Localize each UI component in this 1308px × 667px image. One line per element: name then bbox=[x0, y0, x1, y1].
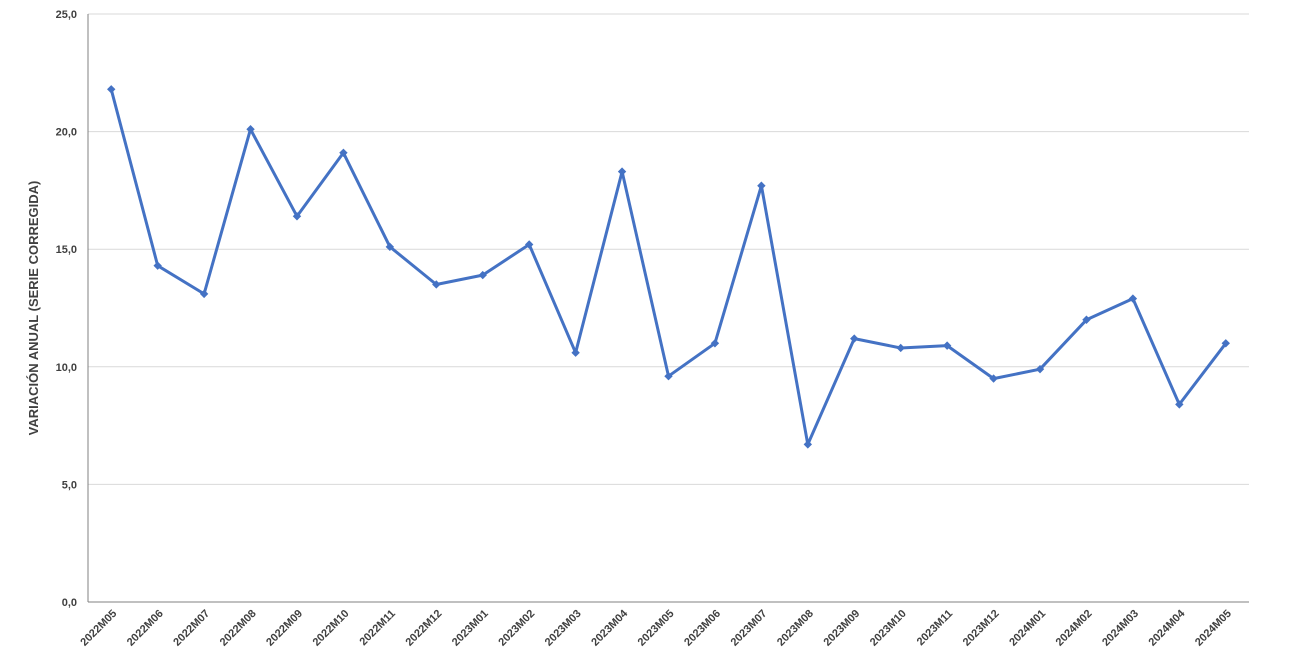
data-point-marker bbox=[850, 334, 859, 343]
data-point-marker bbox=[571, 348, 580, 357]
data-point-marker bbox=[1035, 364, 1045, 374]
y-tick-label: 5,0 bbox=[62, 479, 77, 491]
data-point-marker bbox=[896, 343, 905, 353]
data-point-marker bbox=[1082, 315, 1091, 324]
data-point-marker bbox=[989, 374, 998, 383]
series-line bbox=[109, 88, 1227, 446]
x-tick-label: 2023M03 bbox=[543, 608, 584, 649]
data-point-marker bbox=[710, 339, 720, 348]
gridlines bbox=[88, 13, 1249, 485]
x-tick-label: 2023M04 bbox=[589, 607, 631, 649]
data-point-marker bbox=[757, 181, 766, 190]
data-series bbox=[107, 85, 1230, 449]
data-point-marker bbox=[107, 85, 116, 94]
y-tick-label: 15,0 bbox=[56, 244, 77, 256]
data-point-marker bbox=[524, 240, 534, 249]
y-tick-label: 0,0 bbox=[62, 597, 77, 609]
x-tick-label: 2022M05 bbox=[78, 608, 119, 649]
data-point-marker bbox=[664, 372, 673, 381]
data-point-marker bbox=[339, 148, 348, 157]
x-tick-label: 2022M10 bbox=[311, 608, 352, 649]
x-tick-labels: 2022M05 2022M06 2022M07 2022M08 2022M09 2022M… bbox=[78, 607, 1233, 649]
x-tick-label: 2023M08 bbox=[775, 608, 816, 649]
y-tick-labels: 0,0 5,0 10,0 15,0 20,0 25,0 bbox=[56, 9, 77, 609]
data-point-marker bbox=[385, 242, 395, 252]
x-tick-label: 2023M07 bbox=[729, 608, 770, 649]
x-tick-label: 2024M05 bbox=[1193, 608, 1234, 649]
x-tick-label: 2023M09 bbox=[821, 608, 862, 649]
x-tick-label: 2024M04 bbox=[1147, 607, 1189, 649]
y-tick-label: 10,0 bbox=[56, 362, 77, 374]
x-tick-label: 2024M03 bbox=[1100, 608, 1141, 649]
x-tick-label: 2022M06 bbox=[125, 608, 166, 649]
x-tick-label: 2023M02 bbox=[496, 608, 537, 649]
data-point-marker bbox=[942, 341, 952, 350]
y-axis-label: VARIACIÓN ANUAL (SERIE CORREGIDA) bbox=[26, 181, 41, 436]
y-tick-label: 25,0 bbox=[56, 9, 77, 21]
x-tick-label: 2024M01 bbox=[1007, 608, 1048, 649]
data-point-marker bbox=[803, 440, 813, 449]
x-tick-label: 2023M11 bbox=[915, 608, 955, 648]
x-tick-label: 2022M07 bbox=[171, 608, 212, 649]
x-tick-label: 2024M02 bbox=[1054, 608, 1095, 649]
data-point-marker bbox=[1128, 294, 1138, 303]
x-tick-label: 2022M08 bbox=[218, 608, 259, 649]
x-tick-label: 2022M12 bbox=[403, 608, 444, 649]
data-point-marker bbox=[478, 270, 487, 280]
x-tick-label: 2023M06 bbox=[682, 608, 723, 649]
axes bbox=[87, 14, 1249, 603]
x-tick-label: 2022M09 bbox=[264, 608, 305, 649]
data-point-marker bbox=[292, 212, 302, 221]
data-point-marker bbox=[1221, 339, 1230, 348]
x-tick-label: 2022M11 bbox=[357, 608, 397, 648]
data-point-marker bbox=[246, 125, 255, 134]
data-point-marker bbox=[1175, 400, 1184, 409]
x-tick-label: 2023M05 bbox=[636, 608, 677, 649]
data-point-marker bbox=[432, 280, 441, 289]
x-tick-label: 2023M01 bbox=[450, 608, 491, 649]
x-tick-label: 2023M12 bbox=[961, 608, 1002, 649]
data-point-marker bbox=[199, 289, 209, 299]
data-point-marker bbox=[617, 167, 627, 176]
y-tick-label: 20,0 bbox=[56, 127, 77, 139]
data-point-marker bbox=[153, 261, 162, 270]
x-tick-label: 2023M10 bbox=[868, 608, 909, 649]
